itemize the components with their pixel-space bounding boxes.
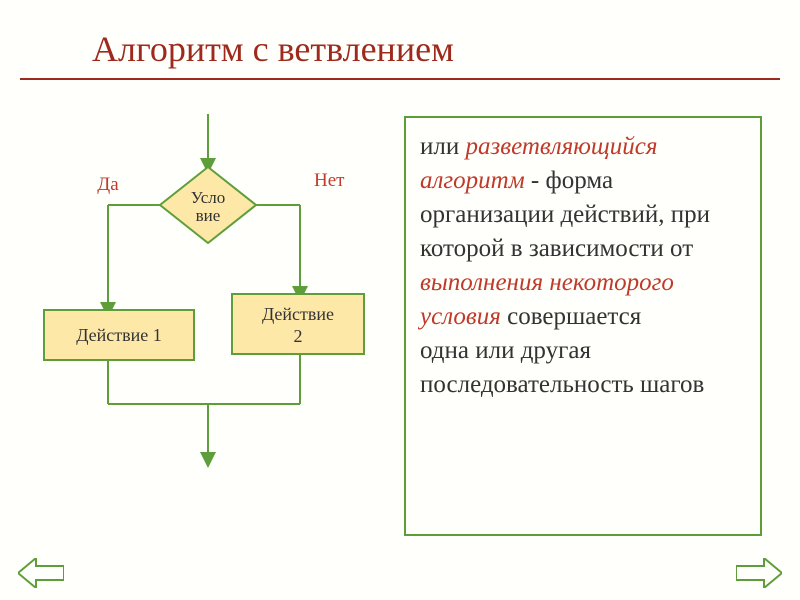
title-underline [20,78,780,80]
desc-p4: одна или другая последовательность шагов [420,337,704,398]
nav-prev-button[interactable] [18,558,64,588]
condition-label-1: Усло [191,188,226,207]
page-title: Алгоритм с ветвлением [92,28,454,70]
description-box: или разветвляющийся алгоритм - форма орг… [404,116,762,536]
desc-p3: совершается [501,303,641,330]
yes-label: Да [97,174,119,195]
flowchart: Усло вие Действие 1 Действие 2 Да Нет [20,108,388,478]
desc-p1: или [420,133,465,160]
no-label: Нет [314,170,345,191]
action1-label: Действие 1 [76,325,162,345]
nav-next-button[interactable] [736,558,782,588]
action2-label-1: Действие [262,304,334,324]
condition-label-2: вие [196,206,221,225]
action2-label-2: 2 [294,326,303,346]
